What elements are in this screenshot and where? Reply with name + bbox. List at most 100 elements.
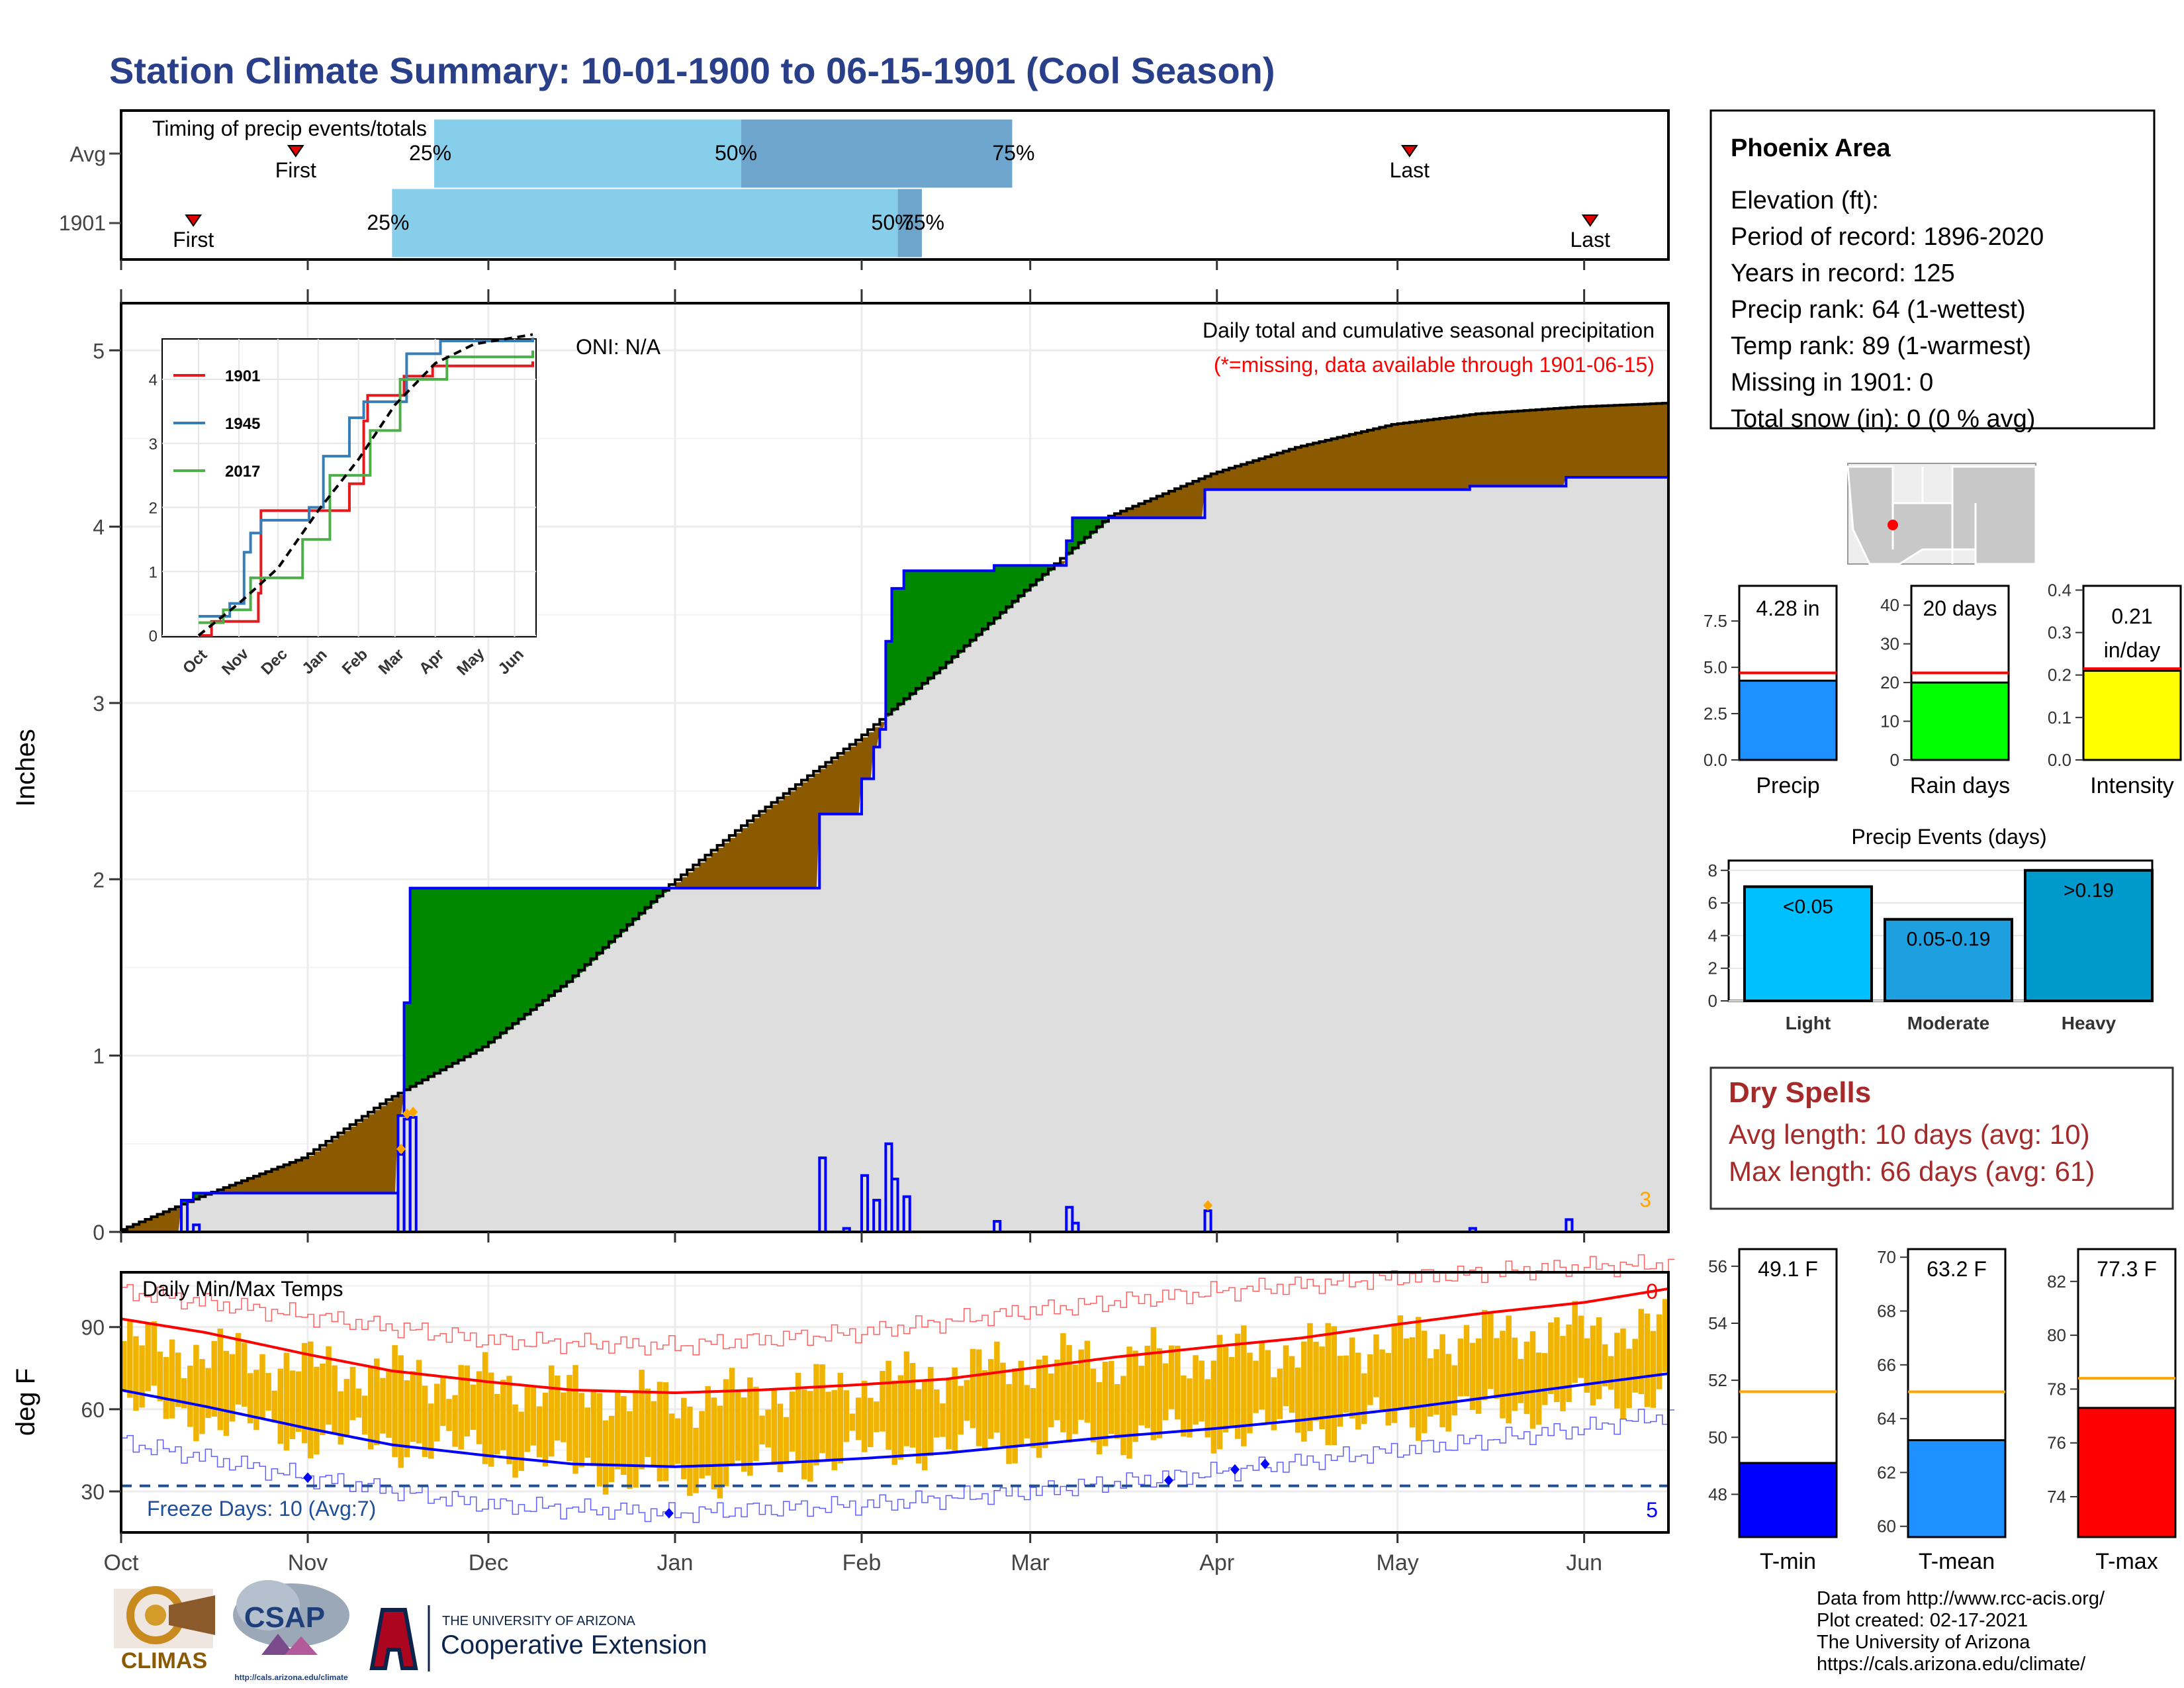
daily-temp-range-bar [1463,1325,1470,1397]
daily-temp-range-bar [645,1388,651,1458]
daily-temp-range-bar [1409,1337,1416,1428]
precip-deficit-area [380,1105,387,1194]
summary-value-unit: in/day [2104,638,2160,662]
daily-temp-range-bar [1319,1346,1325,1429]
precip-y-tick-label: 1 [93,1045,105,1068]
precip-deficit-area [1205,477,1212,490]
precip-deficit-area [1120,512,1128,518]
daily-temp-range-bar [1506,1315,1512,1424]
daily-temp-range-bar [668,1413,675,1468]
events-tick-label: 2 [1708,959,1717,978]
precip-surplus-area [1006,565,1013,610]
daily-temp-range-bar [801,1389,807,1479]
precip-surplus-area [897,588,905,707]
precip-deficit-area [332,1139,339,1194]
daily-temp-range-bar [1210,1360,1217,1454]
precip-deficit-area [326,1143,333,1194]
precip-deficit-area [1535,410,1543,487]
daily-temp-range-bar [596,1393,603,1487]
daily-temp-range-bar [1168,1345,1175,1409]
precip-deficit-area [1355,434,1362,490]
precip-deficit-area [1325,441,1332,490]
precip-surplus-area [572,888,580,979]
daily-temp-range-bar [1078,1349,1084,1420]
daily-temp-range-bar [241,1342,248,1407]
inset-line-2017 [199,350,534,624]
precip-deficit-area [1313,444,1320,490]
record-max-temp-line [121,1254,1675,1356]
precip-surplus-area [657,888,664,899]
daily-temp-range-bar [1030,1387,1036,1448]
daily-temp-range-bar [416,1360,422,1444]
event-bar-range-label: <0.05 [1783,896,1833,917]
temp-summary-tick-label: 74 [2047,1487,2066,1507]
timing-label-25: 25% [409,141,451,165]
precip-deficit-area [795,786,802,888]
temp-summary-tick-label: 82 [2047,1272,2066,1291]
precip-deficit-area [1379,428,1387,490]
timing-row-1901-label: 1901 [59,211,106,235]
daily-temp-range-bar [988,1359,994,1439]
daily-temp-range-bar [386,1370,392,1438]
precip-surplus-area [934,571,941,676]
daily-temp-range-bar [139,1345,145,1408]
daily-temp-range-bar [753,1386,759,1462]
daily-temp-range-bar [874,1401,880,1432]
daily-temp-range-bar [1102,1362,1109,1446]
timing-bar-50-75 [741,119,1013,188]
month-tick-label: Feb [842,1550,882,1575]
precip-deficit-area [1590,406,1597,478]
daily-temp-range-bar [1090,1368,1097,1442]
precip-deficit-area [1494,412,1501,487]
precip-deficit-area [1451,417,1459,490]
precip-deficit-area [1283,451,1290,490]
daily-temp-range-bar [831,1390,837,1471]
daily-temp-range-bar [1439,1334,1445,1428]
precip-deficit-area [277,1168,285,1194]
precip-deficit-area [1632,404,1639,478]
daily-temp-range-bar [1150,1327,1157,1440]
precip-deficit-area [1463,416,1471,490]
precip-deficit-area [723,843,730,888]
precip-deficit-area [175,1207,182,1232]
precip-deficit-area [807,778,814,888]
precip-surplus-area [542,888,549,1003]
timing-panel-label: Timing of precip events/totals [152,117,427,140]
temp-y-axis-label: deg F [11,1368,40,1436]
daily-temp-range-bar [717,1405,723,1499]
precip-deficit-area [1247,463,1254,490]
daily-temp-range-bar [446,1399,452,1431]
precip-deficit-area [1331,439,1338,490]
daily-temp-range-bar [958,1385,964,1435]
precip-deficit-area [1391,425,1398,490]
dry-spells-avg: Avg length: 10 days (avg: 10) [1729,1119,2090,1150]
daily-temp-range-bar [494,1393,500,1455]
precip-deficit-area [789,791,796,888]
precip-deficit-area [301,1158,308,1194]
precip-deficit-area [699,862,706,888]
daily-temp-range-bar [1343,1355,1349,1413]
daily-temp-range-bar [771,1389,778,1466]
precip-surplus-area [530,888,537,1012]
daily-temp-range-bar [1175,1345,1181,1420]
daily-temp-range-bar [789,1391,796,1452]
daily-temp-range-bar [1337,1356,1343,1427]
precip-deficit-area [1259,459,1266,490]
precip-deficit-area [1596,406,1603,478]
precip-deficit-area [1343,436,1350,490]
daily-temp-range-bar [205,1368,211,1419]
events-tick-label: 4 [1708,925,1717,945]
daily-temp-range-bar [795,1372,801,1462]
climas-logo-text: CLIMAS [121,1648,207,1673]
station-info-line: Temp rank: 89 (1-warmest) [1731,332,2031,360]
daily-temp-range-bar [567,1375,572,1462]
credit-line: https://cals.arizona.edu/climate/ [1817,1654,2086,1675]
precip-deficit-area [127,1228,134,1232]
credit-line: Plot created: 02-17-2021 [1817,1610,2028,1631]
locator-map [1846,463,2037,565]
daily-temp-range-bar [747,1377,753,1476]
temperature-summary-bars: 48 50 52 54 56 49.1 F T-min 60 62 64 66 68 70 63.2 F T… [1708,1247,2177,1574]
precip-deficit-area [1439,418,1447,490]
daily-temp-range-bar [223,1350,230,1436]
daily-temp-range-bar [1632,1338,1638,1393]
